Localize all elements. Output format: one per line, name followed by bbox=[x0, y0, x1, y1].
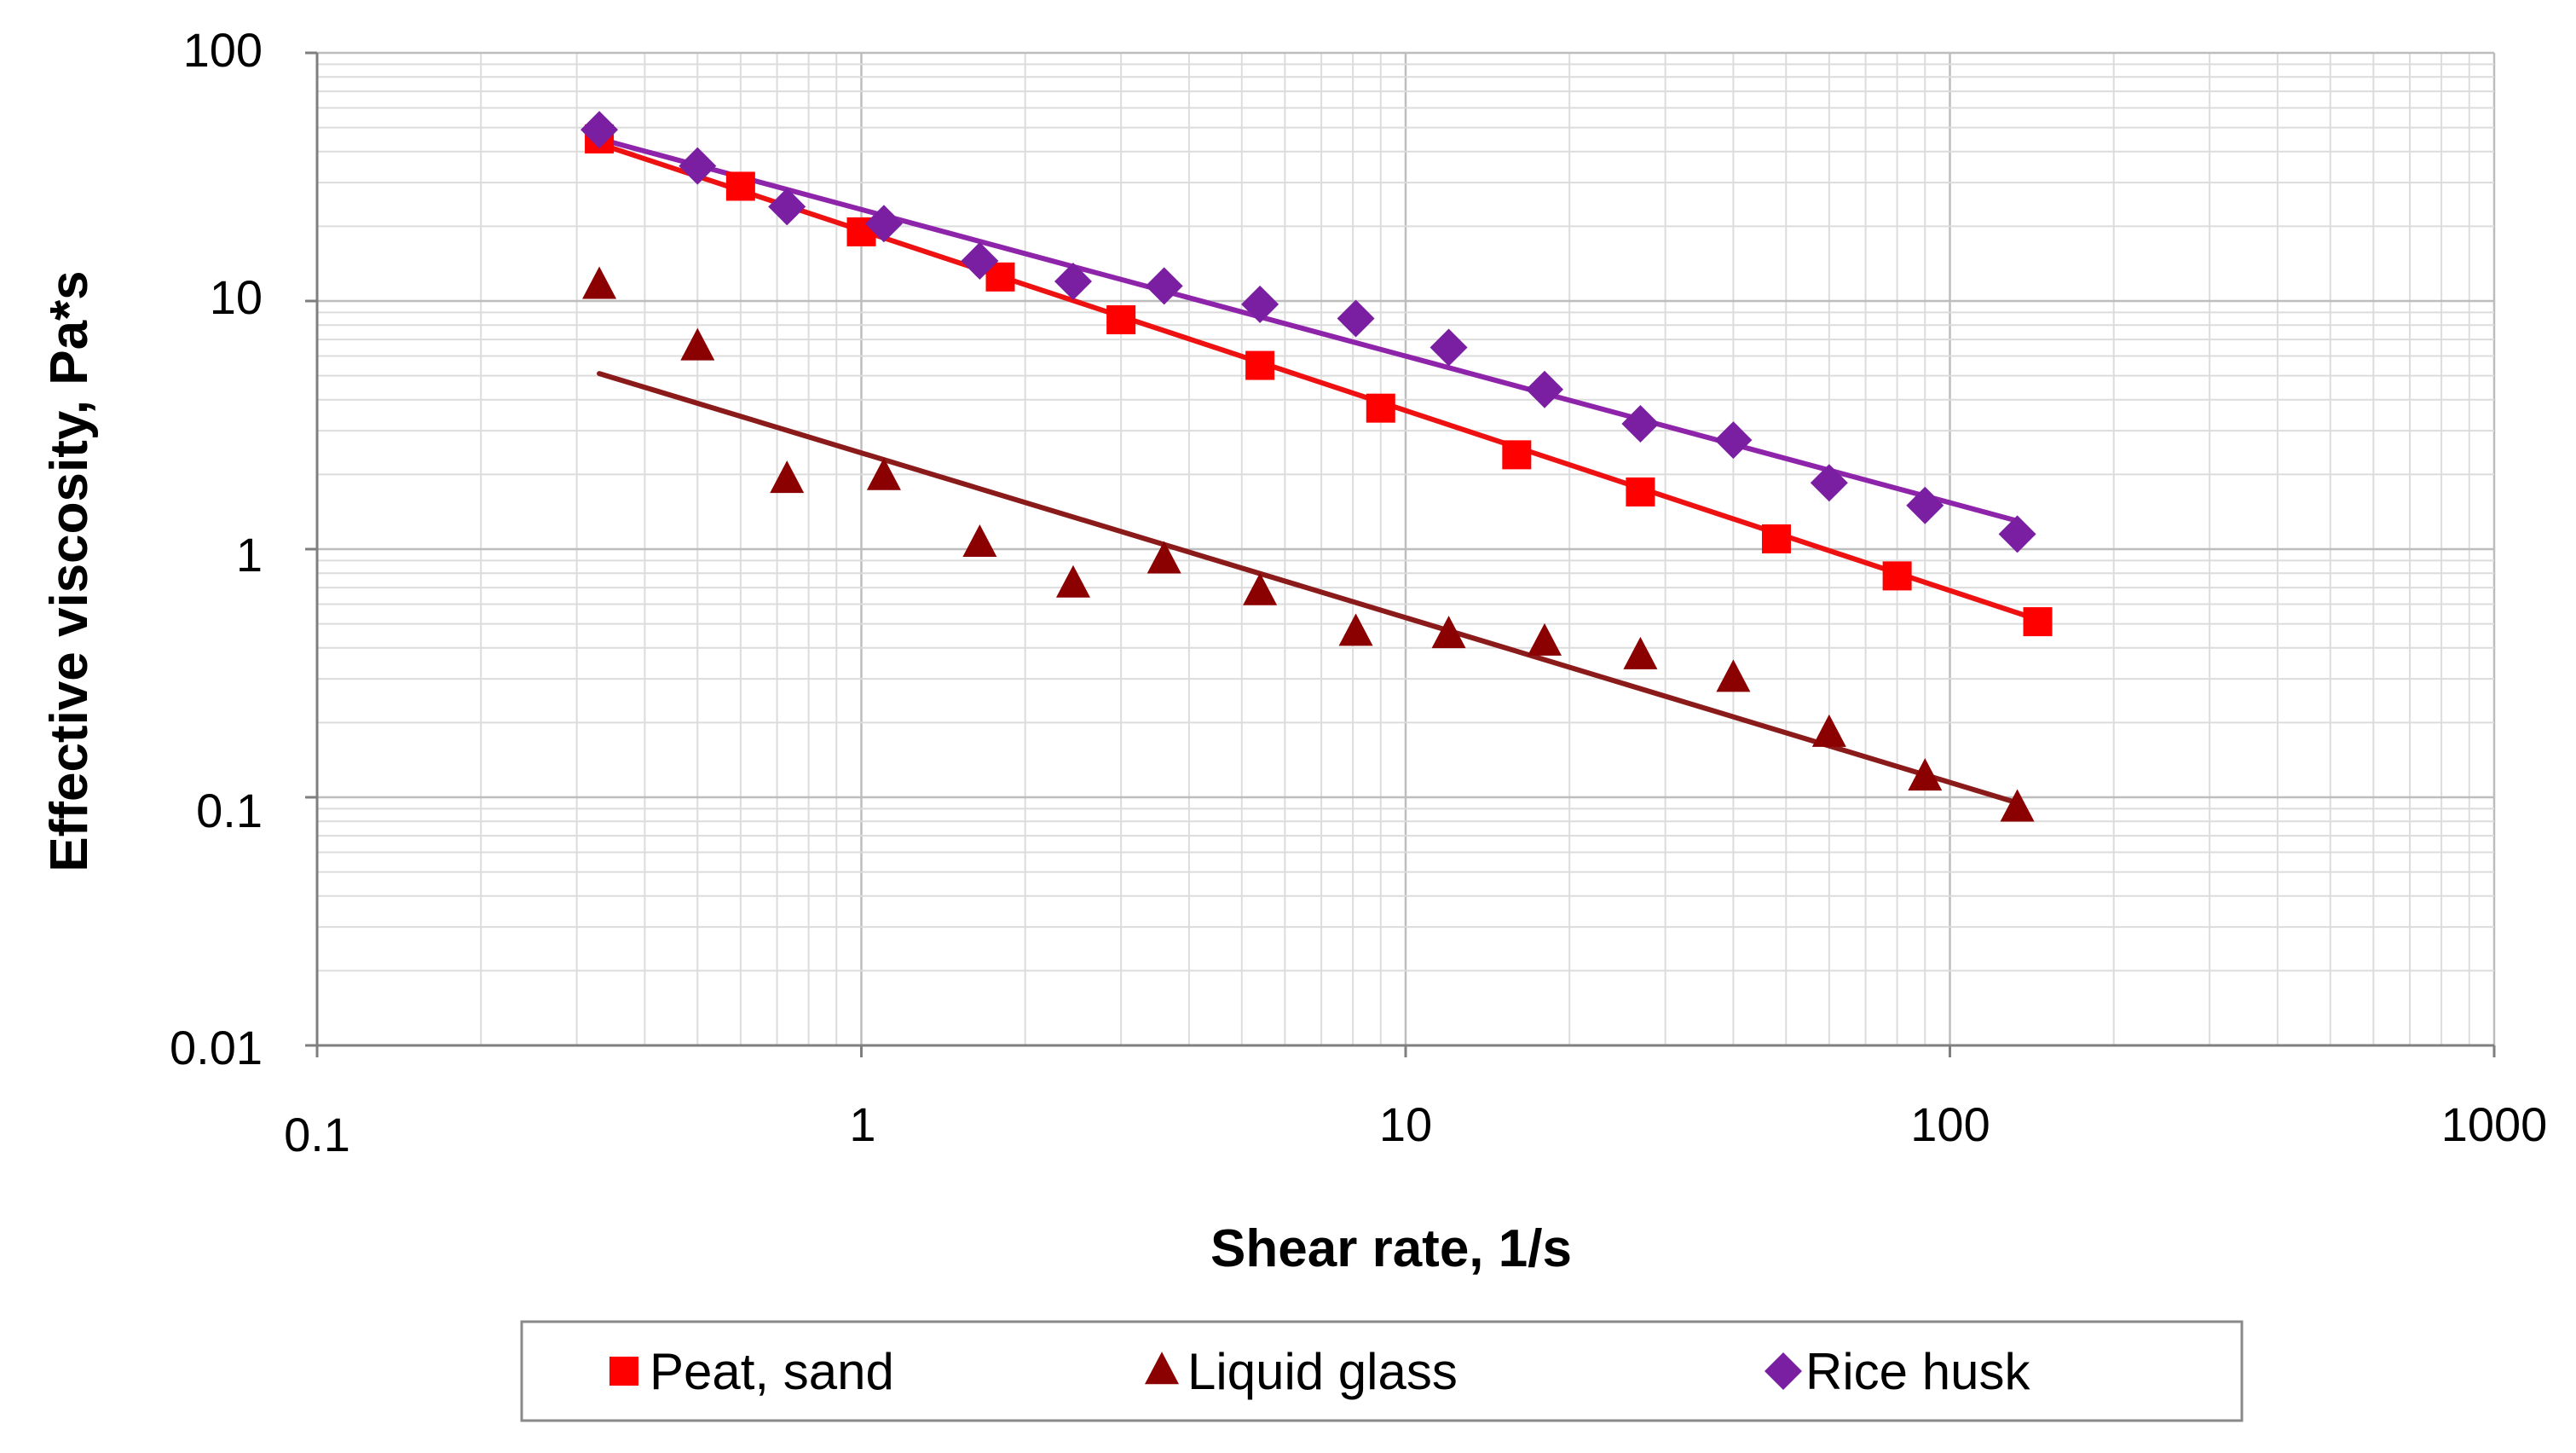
data-point-liquid-glass bbox=[1055, 564, 1090, 598]
data-point-peat-sand bbox=[1245, 350, 1275, 380]
data-point-liquid-glass bbox=[866, 457, 901, 490]
data-point-liquid-glass bbox=[1338, 613, 1373, 646]
data-point-liquid-glass bbox=[1527, 622, 1562, 656]
x-tick-label: 1 bbox=[849, 1097, 875, 1151]
data-point-rice-husk bbox=[580, 111, 619, 149]
y-tick-label: 1 bbox=[236, 528, 263, 582]
data-point-liquid-glass bbox=[770, 460, 805, 494]
data-points bbox=[580, 111, 2053, 822]
data-point-rice-husk bbox=[1906, 486, 1944, 524]
data-point-rice-husk bbox=[1145, 267, 1183, 305]
legend-markers bbox=[609, 1352, 1802, 1390]
legend-marker-rice-husk bbox=[1765, 1352, 1802, 1390]
legend-label-liquid-glass: Liquid glass bbox=[1187, 1343, 1458, 1400]
y-tick-label: 0.01 bbox=[170, 1021, 263, 1074]
x-axis-title: Shear rate, 1/s bbox=[1210, 1219, 1572, 1278]
x-tick-label: 10 bbox=[1379, 1097, 1432, 1151]
legend-marker-peat-sand bbox=[609, 1357, 638, 1386]
trendline-peat-sand bbox=[597, 141, 2041, 622]
data-point-liquid-glass bbox=[1431, 616, 1466, 649]
data-point-peat-sand bbox=[1502, 440, 1532, 470]
data-point-peat-sand bbox=[2023, 607, 2053, 637]
data-point-liquid-glass bbox=[582, 266, 617, 299]
data-point-peat-sand bbox=[1106, 305, 1136, 335]
data-point-rice-husk bbox=[679, 147, 717, 185]
data-point-peat-sand bbox=[1882, 561, 1912, 591]
data-point-liquid-glass bbox=[1243, 572, 1278, 605]
y-axis-title: Effective viscosity, Pa*s bbox=[40, 270, 99, 871]
data-point-rice-husk bbox=[1337, 299, 1375, 338]
grid bbox=[315, 51, 2496, 1047]
data-point-peat-sand bbox=[725, 171, 755, 201]
data-point-liquid-glass bbox=[1716, 659, 1751, 692]
data-point-rice-husk bbox=[1525, 370, 1563, 408]
data-point-rice-husk bbox=[864, 205, 903, 243]
data-point-liquid-glass bbox=[680, 327, 715, 361]
legend-label-rice-husk: Rice husk bbox=[1805, 1343, 2030, 1400]
data-point-liquid-glass bbox=[1811, 714, 1846, 747]
x-tick-label: 100 bbox=[1910, 1097, 1990, 1151]
y-tick-label: 10 bbox=[210, 270, 263, 324]
data-point-liquid-glass bbox=[1908, 758, 1943, 791]
x-tick-label: 0.1 bbox=[284, 1108, 350, 1161]
trendline-liquid-glass bbox=[597, 371, 2020, 806]
trendline-rice-husk bbox=[597, 136, 2020, 524]
data-point-rice-husk bbox=[1241, 285, 1279, 323]
legend-label-peat-sand: Peat, sand bbox=[650, 1343, 894, 1400]
y-tick-label: 100 bbox=[183, 23, 263, 77]
data-point-rice-husk bbox=[1714, 421, 1753, 460]
data-point-liquid-glass bbox=[1146, 541, 1181, 574]
legend-marker-liquid-glass bbox=[1145, 1352, 1179, 1385]
data-point-liquid-glass bbox=[962, 524, 997, 558]
data-point-rice-husk bbox=[1998, 515, 2036, 553]
legend: Peat, sand Liquid glass Rice husk bbox=[520, 1320, 2244, 1422]
data-point-rice-husk bbox=[961, 242, 999, 281]
x-tick-label: 1000 bbox=[2441, 1097, 2548, 1151]
data-point-peat-sand bbox=[1366, 393, 1395, 423]
trendlines bbox=[597, 136, 2041, 806]
data-point-rice-husk bbox=[1054, 262, 1092, 300]
y-tick-label: 0.1 bbox=[196, 784, 263, 837]
data-point-rice-husk bbox=[768, 188, 806, 226]
data-point-peat-sand bbox=[1761, 524, 1791, 553]
data-point-liquid-glass bbox=[1623, 636, 1658, 669]
data-point-rice-husk bbox=[1430, 328, 1468, 367]
axis-ticks bbox=[305, 51, 2496, 1057]
data-point-rice-husk bbox=[1810, 464, 1848, 502]
data-point-liquid-glass bbox=[2000, 789, 2035, 822]
data-point-rice-husk bbox=[1621, 405, 1660, 443]
legend-box bbox=[520, 1320, 2244, 1422]
data-point-peat-sand bbox=[1626, 477, 1655, 507]
